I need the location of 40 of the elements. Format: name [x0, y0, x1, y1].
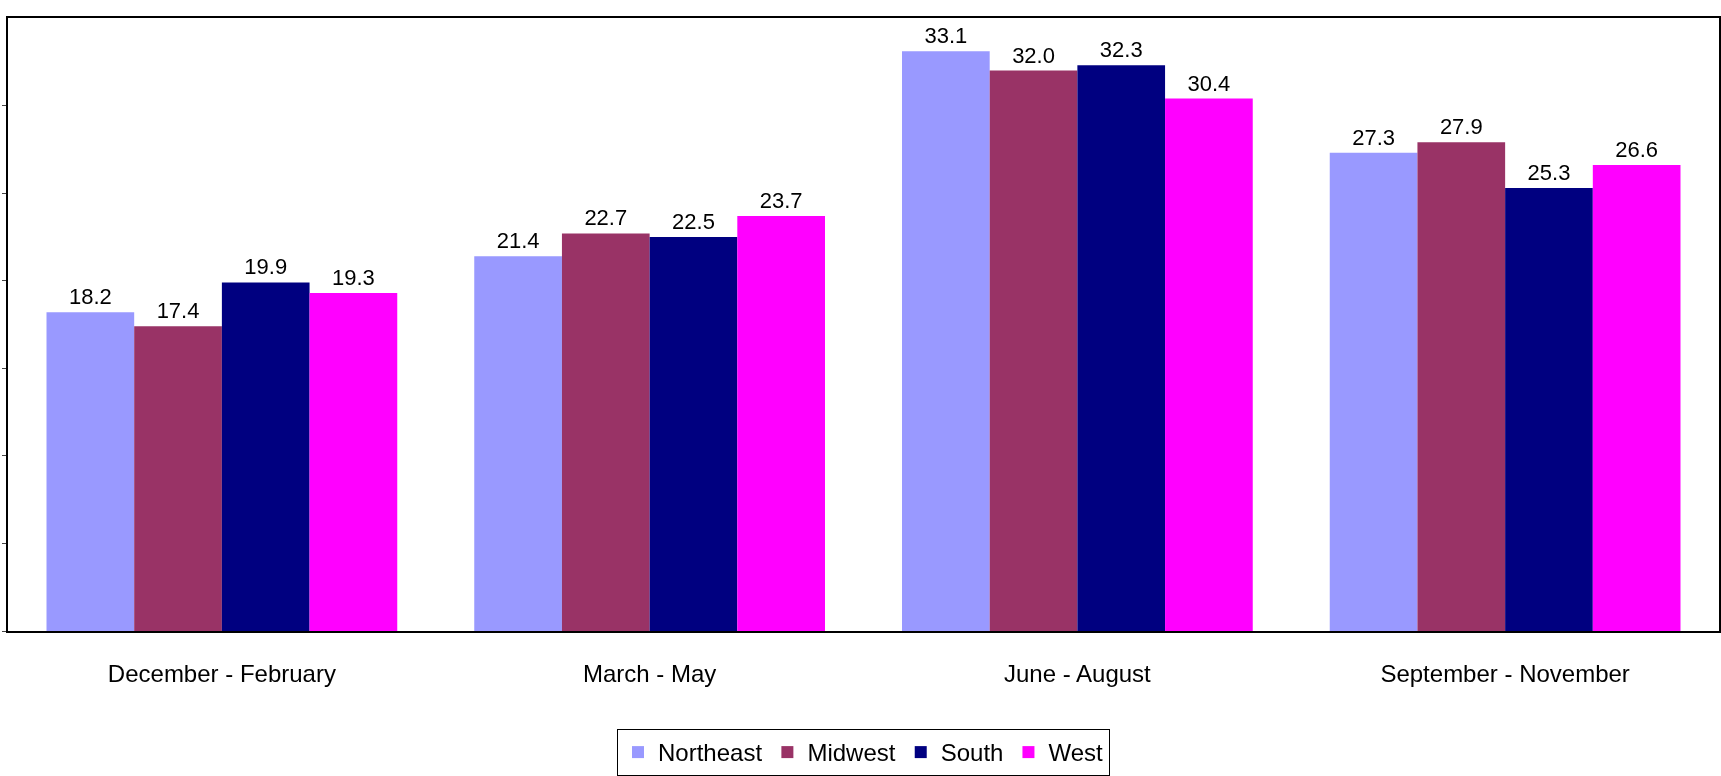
- bar: [989, 70, 1078, 631]
- bar: [561, 233, 650, 631]
- legend-label: South: [940, 739, 1004, 767]
- data-label: 26.6: [1615, 137, 1659, 163]
- data-label: 25.3: [1527, 159, 1571, 185]
- data-label: 27.9: [1439, 114, 1483, 140]
- data-label: 32.3: [1099, 37, 1143, 63]
- bar: [134, 326, 222, 631]
- data-label: 23.7: [759, 187, 803, 213]
- x-tick-label: September - November: [1380, 659, 1630, 687]
- data-label: 19.9: [244, 254, 288, 280]
- bar: [1417, 142, 1506, 631]
- bar: [1592, 165, 1681, 631]
- bar: [737, 215, 825, 631]
- bar: [1165, 98, 1253, 631]
- data-label: 33.1: [924, 23, 968, 49]
- data-label: 30.4: [1187, 70, 1231, 96]
- data-label: 19.3: [331, 264, 375, 290]
- legend-label: Northeast: [658, 739, 763, 767]
- data-label: 22.5: [672, 208, 715, 234]
- legend-label: Midwest: [807, 739, 896, 767]
- bar: [309, 292, 398, 631]
- bar: [1077, 65, 1166, 631]
- x-tick-label: March - May: [582, 659, 717, 687]
- bar: [1505, 187, 1593, 631]
- bar: [902, 51, 990, 631]
- bar: [649, 236, 738, 631]
- data-label: 22.7: [584, 205, 628, 231]
- bar: [474, 256, 562, 631]
- legend-label: West: [1048, 739, 1104, 767]
- data-label: 32.0: [1012, 42, 1055, 68]
- data-label: 21.4: [496, 228, 540, 254]
- x-tick-label: December - February: [107, 659, 336, 687]
- bar: [46, 312, 135, 631]
- bar: [221, 282, 310, 631]
- x-tick-label: June - August: [1004, 659, 1152, 687]
- data-label: 27.3: [1352, 124, 1396, 150]
- bar: [1329, 152, 1418, 631]
- data-label: 17.4: [156, 298, 200, 324]
- data-label: 18.2: [68, 284, 112, 310]
